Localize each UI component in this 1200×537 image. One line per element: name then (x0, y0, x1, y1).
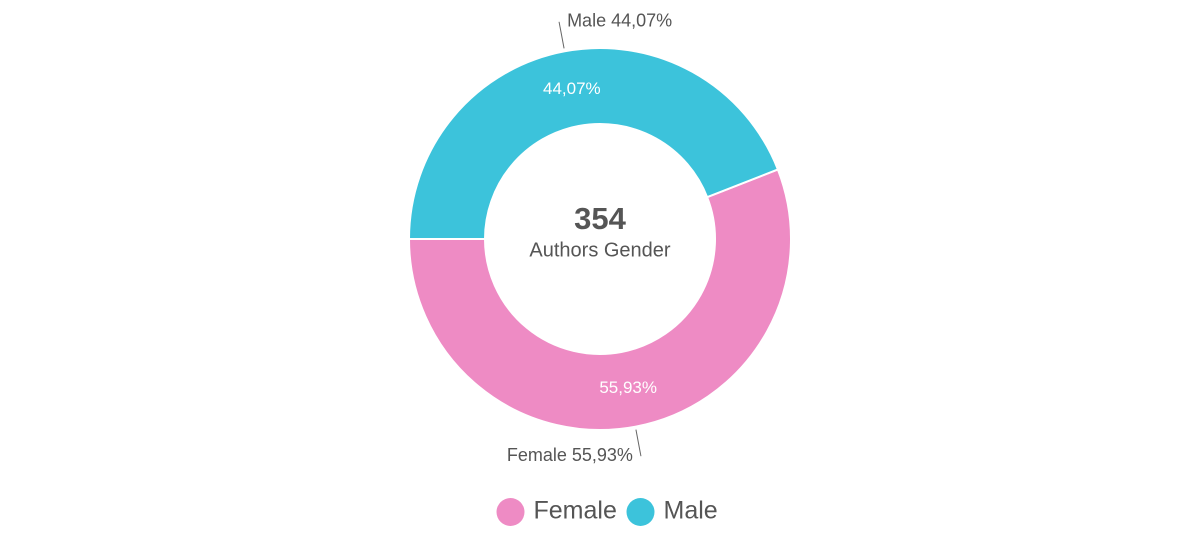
slice-value-label-female: 55,93% (599, 378, 657, 397)
callout-line-female (635, 429, 642, 457)
slice-value-label-male: 44,07% (543, 79, 601, 98)
center-total: 354 (574, 201, 626, 236)
callout-line-male (558, 21, 565, 49)
callout-label-female: Female 55,93% (507, 445, 633, 465)
slice-callouts: Female 55,93% Male 44,07% (507, 11, 672, 465)
center-caption: Authors Gender (529, 239, 671, 261)
legend-swatch-male (626, 498, 655, 526)
donut-slices (407, 47, 792, 431)
legend-label-female: Female (534, 497, 617, 525)
chart-legend: Female Male (496, 497, 718, 526)
legend-label-male: Male (664, 497, 718, 525)
callout-label-male: Male 44,07% (567, 11, 672, 31)
slice-value-labels: 55,93% 44,07% (543, 79, 657, 397)
slice-male (407, 47, 780, 240)
slice-female (407, 168, 792, 431)
legend-swatch-female (496, 498, 525, 526)
